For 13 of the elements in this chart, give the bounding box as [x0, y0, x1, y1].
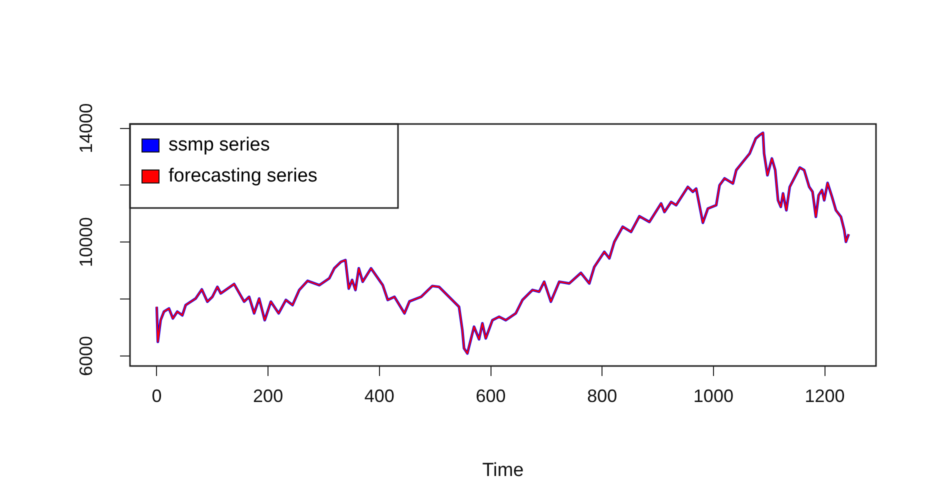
- x-tick-label: 600: [476, 386, 506, 406]
- y-tick-label: 6000: [76, 336, 96, 376]
- x-tick-label: 1200: [804, 386, 845, 406]
- legend-label: ssmp series: [168, 134, 270, 156]
- legend-label: forecasting series: [168, 166, 318, 187]
- x-tick-label: 800: [587, 386, 618, 406]
- y-tick-label: 14000: [76, 103, 96, 154]
- x-tick-label: 400: [364, 386, 394, 406]
- y-tick-label: 10000: [76, 217, 96, 268]
- x-tick-label: 0: [152, 386, 162, 406]
- x-tick-label: 1000: [693, 386, 734, 406]
- x-tick-label: 200: [253, 386, 284, 406]
- x-axis-title: Time: [482, 460, 524, 481]
